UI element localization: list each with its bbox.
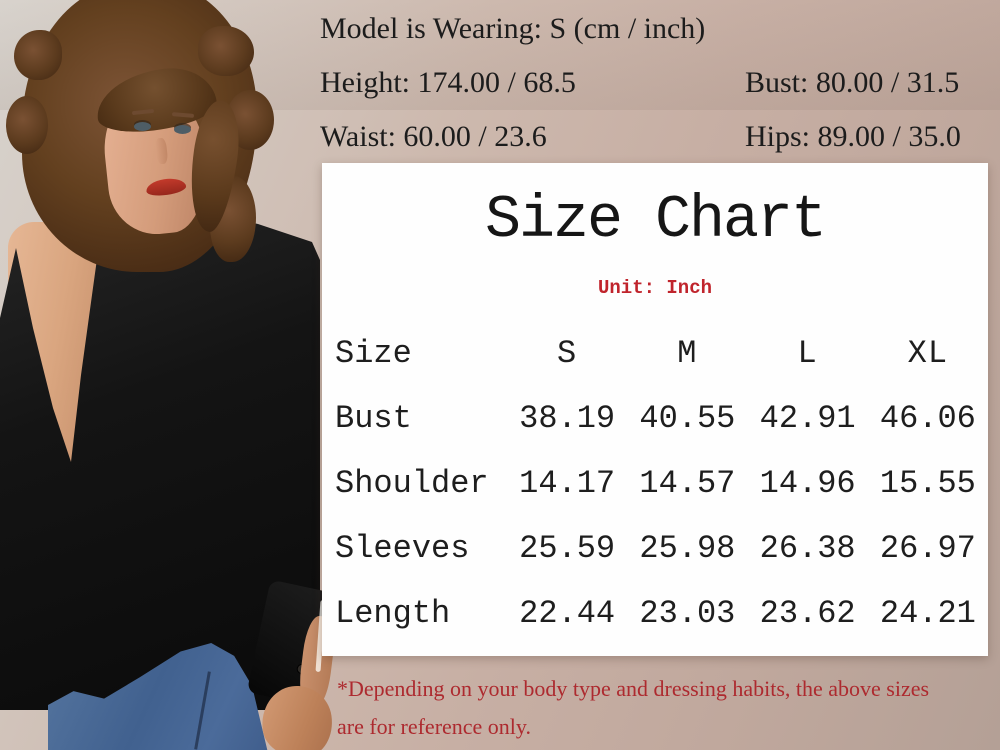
model-eye [174, 125, 191, 134]
model-hips-value: Hips: 89.00 / 35.0 [745, 120, 961, 153]
table-row-sleeves: Sleeves 25.59 25.98 26.38 26.97 [322, 516, 988, 581]
column-header-xl: XL [907, 335, 949, 372]
model-hair-curl [198, 26, 254, 76]
shoulder-m: 14.57 [639, 465, 736, 502]
bust-m: 40.55 [639, 400, 736, 437]
sleeves-s: 25.59 [519, 530, 616, 567]
row-label: Shoulder [335, 465, 489, 502]
model-height-value: Height: 174.00 / 68.5 [320, 66, 576, 99]
row-label: Length [335, 595, 451, 632]
column-header-l: L [797, 335, 818, 372]
size-disclaimer: *Depending on your body type and dressin… [337, 670, 997, 746]
bust-xl: 46.06 [879, 400, 976, 437]
table-row-shoulder: Shoulder 14.17 14.57 14.96 15.55 [322, 451, 988, 516]
size-chart-unit-label: Unit: Inch [597, 277, 713, 299]
model-hair-curl [14, 30, 62, 80]
table-row-length: Length 22.44 23.03 23.62 24.21 [322, 581, 988, 646]
bust-l: 42.91 [759, 400, 856, 437]
size-chart-title: Size Chart [484, 187, 827, 255]
row-label: Sleeves [335, 530, 470, 567]
column-header-s: S [557, 335, 578, 372]
model-waist-value: Waist: 60.00 / 23.6 [320, 120, 547, 153]
model-wearing-label: Model is Wearing: S (cm / inch) [320, 12, 706, 45]
disclaimer-line-1: *Depending on your body type and dressin… [337, 676, 930, 701]
shoulder-xl: 15.55 [879, 465, 976, 502]
model-bust-value: Bust: 80.00 / 31.5 [745, 66, 960, 99]
size-chart-panel: Size Chart Unit: Inch Size S M L XL Bust… [322, 163, 988, 656]
shoulder-l: 14.96 [759, 465, 856, 502]
length-m: 23.03 [639, 595, 736, 632]
length-xl: 24.21 [879, 595, 976, 632]
disclaimer-line-2: are for reference only. [337, 714, 531, 739]
model-eye [134, 122, 151, 131]
table-row-bust: Bust 38.19 40.55 42.91 46.06 [322, 386, 988, 451]
model-hair-curl [6, 96, 48, 154]
size-chart-table: Size S M L XL Bust 38.19 40.55 42.91 46.… [322, 321, 988, 646]
jeans-seam [194, 671, 211, 750]
sleeves-m: 25.98 [639, 530, 736, 567]
sleeves-l: 26.38 [759, 530, 856, 567]
column-header-m: M [677, 335, 698, 372]
sleeves-xl: 26.97 [879, 530, 976, 567]
table-header-row: Size S M L XL [322, 321, 988, 386]
bust-s: 38.19 [519, 400, 616, 437]
model-photo [0, 0, 380, 750]
column-header-size: Size [335, 335, 412, 372]
shoulder-s: 14.17 [519, 465, 616, 502]
length-s: 22.44 [519, 595, 616, 632]
row-label: Bust [335, 400, 412, 437]
length-l: 23.62 [759, 595, 856, 632]
